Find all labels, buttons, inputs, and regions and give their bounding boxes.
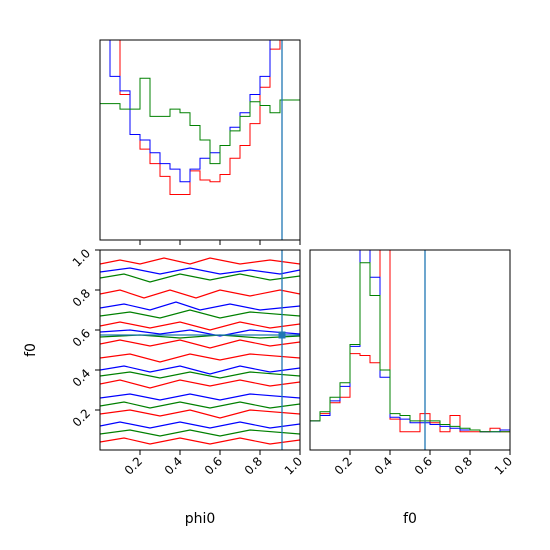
phi0-x-tick-label-2: 0.6 (202, 454, 225, 477)
f0-y-tick-label-2: 0.6 (70, 326, 93, 349)
f0-y-tick-label-4: 1.0 (70, 246, 93, 269)
phi0-x-tick-label-4: 1.0 (282, 454, 305, 477)
contour-2 (100, 273, 300, 283)
contour-12 (100, 371, 300, 379)
phi0-histogram (100, 40, 300, 240)
phi0-x-tick-label-0: 0.2 (122, 454, 145, 477)
f0-x-tick-label-1: 0.4 (372, 454, 395, 477)
contour-truth-marker (278, 331, 286, 339)
contour-15 (100, 401, 300, 409)
phi0-f0-contours (100, 250, 300, 450)
contour-9 (100, 339, 300, 349)
f0-y-tick-label-1: 0.4 (70, 366, 93, 389)
contour-7 (100, 329, 300, 337)
chart-marks (100, 40, 510, 450)
f0-x-tick-label-0: 0.2 (332, 454, 355, 477)
contour-16 (100, 409, 300, 419)
phi0-hist-frame (99, 39, 301, 241)
contour-4 (100, 301, 300, 311)
phi0-hist-series-1 (100, 40, 300, 183)
f0-hist-series-0 (310, 250, 510, 433)
chart-axes: 0.2 0.4 0.6 0.8 1.0 0.2 0.4 0.6 0.8 1.0 0.2 0.4 0.6 0… (70, 39, 515, 478)
f0-hist-series-1 (310, 250, 510, 433)
x-axis-label-phi0: phi0 (185, 511, 216, 527)
contour-frame (99, 249, 301, 451)
y-axis-label-f0: f0 (23, 343, 39, 357)
contour-0 (100, 257, 300, 265)
phi0-x-tick-label-1: 0.4 (162, 454, 185, 477)
contour-5 (100, 309, 300, 319)
phi0-x-tick-label-3: 0.8 (242, 454, 265, 477)
f0-y-tick-label-0: 0.2 (70, 406, 93, 429)
contour-1 (100, 267, 300, 275)
contour-13 (100, 379, 300, 389)
contour-10 (100, 353, 300, 363)
contour-3 (100, 289, 300, 299)
f0-histogram (310, 250, 510, 450)
contour-18 (100, 429, 300, 437)
contour-14 (100, 393, 300, 401)
x-axis-label-f0: f0 (403, 511, 417, 527)
f0-x-tick-label-3: 0.8 (452, 454, 475, 477)
f0-x-tick-label-4: 1.0 (492, 454, 515, 477)
f0-x-tick-label-2: 0.6 (412, 454, 435, 477)
contour-19 (100, 437, 300, 445)
contour-17 (100, 421, 300, 429)
f0-hist-frame (309, 249, 511, 451)
contour-6 (100, 321, 300, 331)
contour-11 (100, 365, 300, 375)
f0-hist-series-2 (310, 262, 510, 433)
f0-y-tick-label-3: 0.8 (70, 286, 93, 309)
phi0-hist-series-2 (100, 77, 300, 165)
